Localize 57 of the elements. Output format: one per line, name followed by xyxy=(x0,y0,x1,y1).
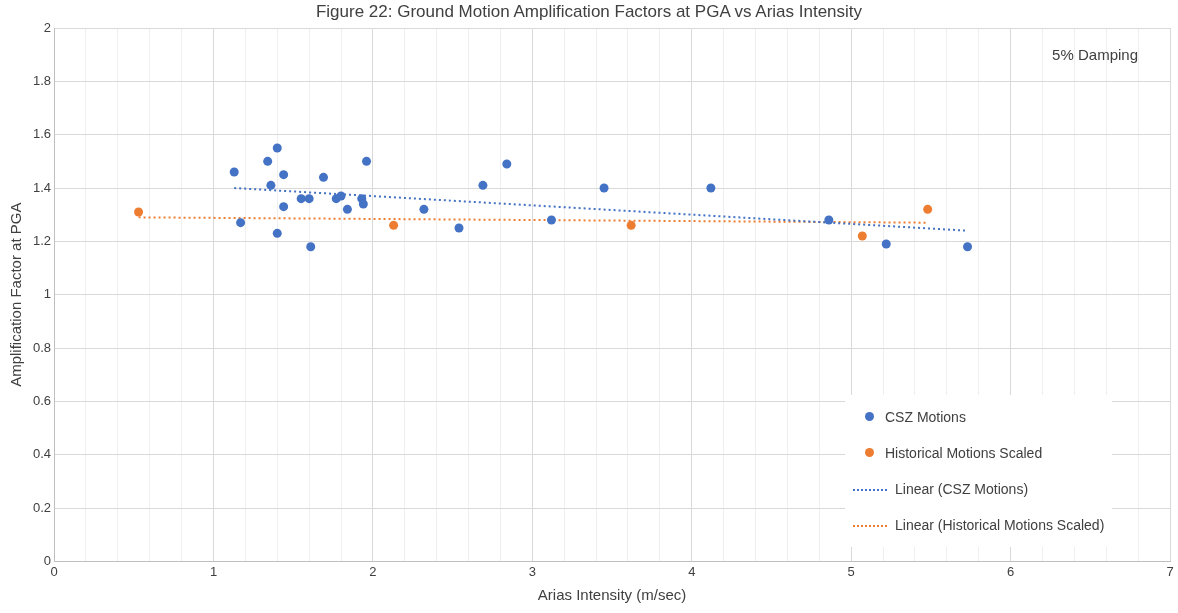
point xyxy=(358,199,368,209)
legend-label: Linear (Historical Motions Scaled) xyxy=(895,517,1105,533)
point xyxy=(706,183,716,193)
point xyxy=(263,156,273,166)
point xyxy=(963,242,973,252)
point xyxy=(599,183,609,193)
point xyxy=(304,194,314,204)
x-tick-label: 7 xyxy=(1166,563,1174,579)
legend-label: CSZ Motions xyxy=(885,409,966,425)
y-tick-label: 0.2 xyxy=(32,499,52,515)
y-tick-label: 0 xyxy=(43,552,52,568)
y-axis-title: Amplification Factor at PGA xyxy=(7,202,25,387)
y-tick-label: 1.4 xyxy=(32,179,52,195)
point xyxy=(454,223,464,233)
point xyxy=(279,170,289,180)
point xyxy=(857,231,867,241)
point xyxy=(318,172,328,182)
y-tick-label: 1 xyxy=(43,286,52,302)
y-tick-label: 1.6 xyxy=(32,126,52,142)
x-tick-label: 2 xyxy=(369,563,377,579)
annotation: 5% Damping xyxy=(1052,46,1138,63)
point xyxy=(272,228,282,238)
point xyxy=(336,191,346,201)
x-axis-title: Arias Intensity (m/sec) xyxy=(537,586,687,604)
point xyxy=(362,156,372,166)
point xyxy=(478,180,488,190)
x-tick-label: 5 xyxy=(847,563,855,579)
y-tick-label: 0.8 xyxy=(32,339,52,355)
point xyxy=(419,204,429,214)
legend-label: Historical Motions Scaled xyxy=(885,445,1043,461)
chart-title: Figure 22: Ground Motion Amplification Factors at PGA vs Arias Intensity xyxy=(315,2,863,21)
point xyxy=(824,215,834,225)
point xyxy=(229,167,239,177)
point xyxy=(546,215,556,225)
y-tick-label: 1.2 xyxy=(32,232,52,248)
x-tick-label: 4 xyxy=(688,563,696,579)
point xyxy=(389,220,399,230)
point xyxy=(279,202,289,212)
x-tick-label: 3 xyxy=(528,563,536,579)
point xyxy=(881,239,891,249)
point xyxy=(296,194,306,204)
y-tick-label: 0.6 xyxy=(32,392,52,408)
point xyxy=(266,180,276,190)
y-tick-label: 1.8 xyxy=(32,72,52,88)
legend-label: Linear (CSZ Motions) xyxy=(895,481,1029,497)
point xyxy=(306,242,316,252)
y-tick-label: 0.4 xyxy=(32,446,52,462)
point xyxy=(626,220,636,230)
x-tick-label: 6 xyxy=(1006,563,1015,579)
x-tick-label: 1 xyxy=(209,563,218,579)
point xyxy=(272,143,282,153)
point xyxy=(342,204,352,214)
y-tick-label: 2 xyxy=(43,19,52,35)
point xyxy=(923,204,933,214)
point xyxy=(134,207,144,217)
point xyxy=(236,218,246,228)
point xyxy=(502,159,512,169)
